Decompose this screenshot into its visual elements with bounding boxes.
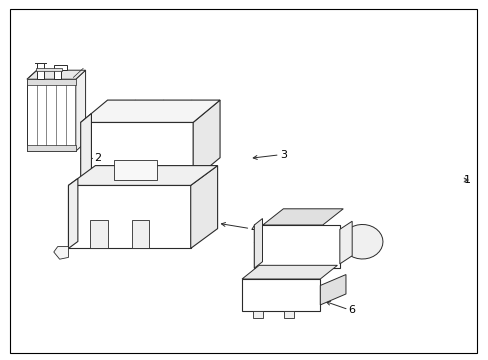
Polygon shape: [242, 279, 320, 311]
Polygon shape: [54, 247, 68, 259]
Polygon shape: [132, 220, 149, 248]
Text: 3: 3: [280, 150, 286, 160]
Polygon shape: [68, 185, 190, 248]
Polygon shape: [254, 225, 339, 268]
Polygon shape: [27, 79, 76, 151]
Polygon shape: [76, 70, 85, 151]
Polygon shape: [341, 225, 382, 259]
Polygon shape: [54, 68, 61, 79]
Text: 1: 1: [463, 175, 469, 185]
Polygon shape: [263, 209, 343, 225]
Polygon shape: [68, 166, 217, 185]
Polygon shape: [81, 100, 220, 122]
Text: 5: 5: [365, 233, 372, 243]
Polygon shape: [193, 100, 220, 180]
Polygon shape: [114, 160, 157, 180]
Polygon shape: [37, 63, 44, 79]
Polygon shape: [27, 79, 76, 85]
Polygon shape: [90, 220, 107, 248]
Polygon shape: [254, 219, 262, 268]
Text: 6: 6: [348, 305, 355, 315]
Text: 4: 4: [250, 224, 257, 234]
Text: 2: 2: [94, 153, 101, 163]
Polygon shape: [320, 275, 346, 305]
Polygon shape: [54, 66, 67, 71]
Polygon shape: [27, 145, 76, 151]
Polygon shape: [27, 70, 85, 79]
Polygon shape: [81, 113, 91, 180]
Polygon shape: [242, 265, 337, 279]
Polygon shape: [252, 311, 262, 318]
Polygon shape: [36, 68, 61, 71]
Polygon shape: [68, 179, 78, 248]
Polygon shape: [284, 311, 293, 318]
Polygon shape: [339, 221, 351, 264]
Polygon shape: [81, 122, 193, 180]
Polygon shape: [190, 166, 217, 248]
